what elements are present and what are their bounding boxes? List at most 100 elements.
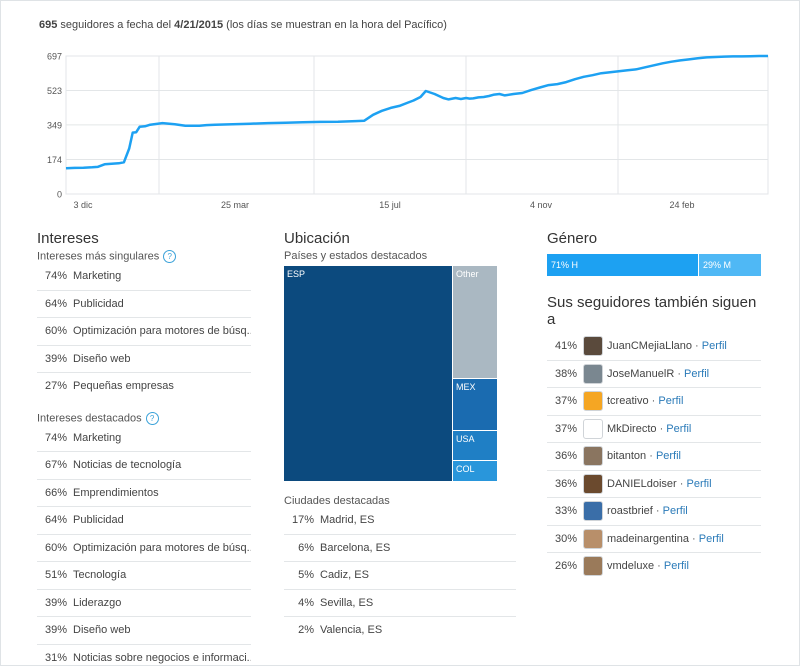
interest-row: 39%Liderazgo (37, 590, 251, 618)
treemap-cell-mex[interactable]: MEX (453, 379, 498, 430)
row-label: Emprendimientos (73, 487, 159, 499)
x-tick-label: 24 feb (669, 200, 694, 210)
chart-title: 695 seguidores a fecha del 4/21/2015 (lo… (39, 19, 447, 31)
interest-row: 39%Diseño web (37, 617, 251, 645)
row-percent: 26% (547, 553, 577, 579)
row-percent: 27% (37, 373, 67, 399)
profile-link[interactable]: Perfil (684, 368, 709, 380)
gender-title: Género (547, 230, 761, 247)
singular-interests-label: Intereses más singulares? (37, 250, 251, 263)
interest-row: 74%Marketing (37, 425, 251, 453)
profile-link[interactable]: Perfil (686, 478, 711, 490)
account-name[interactable]: JuanCMejiaLlano (607, 340, 692, 352)
account-name[interactable]: JoseManuelR (607, 368, 674, 380)
separator: · (654, 560, 664, 572)
treemap-cell-col[interactable]: COL (453, 461, 498, 482)
help-icon[interactable]: ? (163, 250, 176, 263)
row-label: Madrid, ES (320, 514, 374, 526)
row-percent: 2% (284, 617, 314, 643)
row-label: Valencia, ES (320, 624, 382, 636)
avatar[interactable] (583, 446, 603, 466)
account-name[interactable]: vmdeluxe (607, 560, 654, 572)
row-percent: 17% (284, 507, 314, 533)
city-row: 5%Cadiz, ES (284, 562, 516, 590)
avatar[interactable] (583, 501, 603, 521)
location-title: Ubicación (284, 230, 516, 247)
follower-series-line (66, 56, 768, 168)
row-label: Publicidad (73, 514, 124, 526)
row-percent: 39% (37, 346, 67, 372)
account-name[interactable]: bitanton (607, 450, 646, 462)
city-row: 6%Barcelona, ES (284, 535, 516, 563)
separator: · (674, 368, 684, 380)
interest-row: 27% Pequeñas empresas (37, 373, 251, 400)
profile-link[interactable]: Perfil (702, 340, 727, 352)
separator: · (692, 340, 702, 352)
help-icon[interactable]: ? (146, 412, 159, 425)
title-date: 4/21/2015 (174, 19, 223, 31)
separator: · (649, 395, 659, 407)
avatar[interactable] (583, 556, 603, 576)
row-percent: 64% (37, 291, 67, 317)
interest-row: 64%Publicidad (37, 291, 251, 319)
interest-row: 51% Tecnología (37, 562, 251, 590)
treemap-cell-esp[interactable]: ESP (284, 266, 453, 482)
row-percent: 74% (37, 263, 67, 289)
avatar[interactable] (583, 474, 603, 494)
row-percent: 39% (37, 617, 67, 643)
row-percent: 36% (547, 471, 577, 497)
profile-link[interactable]: Perfil (699, 533, 724, 545)
avatar[interactable] (583, 529, 603, 549)
row-percent: 66% (37, 480, 67, 506)
row-label: Noticias sobre negocios e informaci... (73, 652, 251, 664)
account-row: 36%bitanton · Perfil (547, 443, 761, 471)
row-percent: 37% (547, 416, 577, 442)
account-name[interactable]: MkDirecto (607, 423, 657, 435)
row-percent: 64% (37, 507, 67, 533)
city-row: 17% Madrid, ES (284, 507, 516, 535)
row-percent: 67% (37, 452, 67, 478)
row-label: Sevilla, ES (320, 597, 373, 609)
account-row: 33%roastbrief · Perfil (547, 498, 761, 526)
avatar[interactable] (583, 336, 603, 356)
row-label: Cadiz, ES (320, 569, 369, 581)
y-tick-label: 523 (47, 86, 62, 96)
profile-link[interactable]: Perfil (666, 423, 691, 435)
featured-interests-label: Intereses destacados? (37, 412, 251, 425)
interests-title: Intereses (37, 230, 251, 247)
row-percent: 41% (547, 333, 577, 359)
account-row: 36%DANIELdoiser · Perfil (547, 471, 761, 499)
interest-row: 66% Emprendimientos (37, 480, 251, 508)
row-label: Tecnología (73, 569, 126, 581)
account-name[interactable]: DANIELdoiser (607, 478, 677, 490)
row-label: Pequeñas empresas (73, 380, 174, 392)
row-percent: 60% (37, 535, 67, 561)
x-tick-label: 4 nov (530, 200, 553, 210)
row-percent: 37% (547, 388, 577, 414)
treemap-cell-usa[interactable]: USA (453, 431, 498, 462)
account-row: 37% tcreativo · Perfil (547, 388, 761, 416)
x-tick-label: 25 mar (221, 200, 249, 210)
profile-link[interactable]: Perfil (658, 395, 683, 407)
account-name[interactable]: roastbrief (607, 505, 653, 517)
row-percent: 51% (37, 562, 67, 588)
location-subtitle: Países y estados destacados (284, 250, 516, 262)
gender-male-segment: 71% H (547, 254, 698, 276)
profile-link[interactable]: Perfil (663, 505, 688, 517)
avatar[interactable] (583, 419, 603, 439)
profile-link[interactable]: Perfil (656, 450, 681, 462)
row-label: Liderazgo (73, 597, 121, 609)
account-name[interactable]: madeinargentina (607, 533, 689, 545)
avatar[interactable] (583, 391, 603, 411)
y-tick-label: 0 (57, 190, 62, 200)
profile-link[interactable]: Perfil (664, 560, 689, 572)
separator: · (653, 505, 663, 517)
x-tick-label: 15 jul (379, 200, 401, 210)
avatar[interactable] (583, 364, 603, 384)
treemap-cell-other[interactable]: Other (453, 266, 498, 379)
account-name[interactable]: tcreativo (607, 395, 649, 407)
